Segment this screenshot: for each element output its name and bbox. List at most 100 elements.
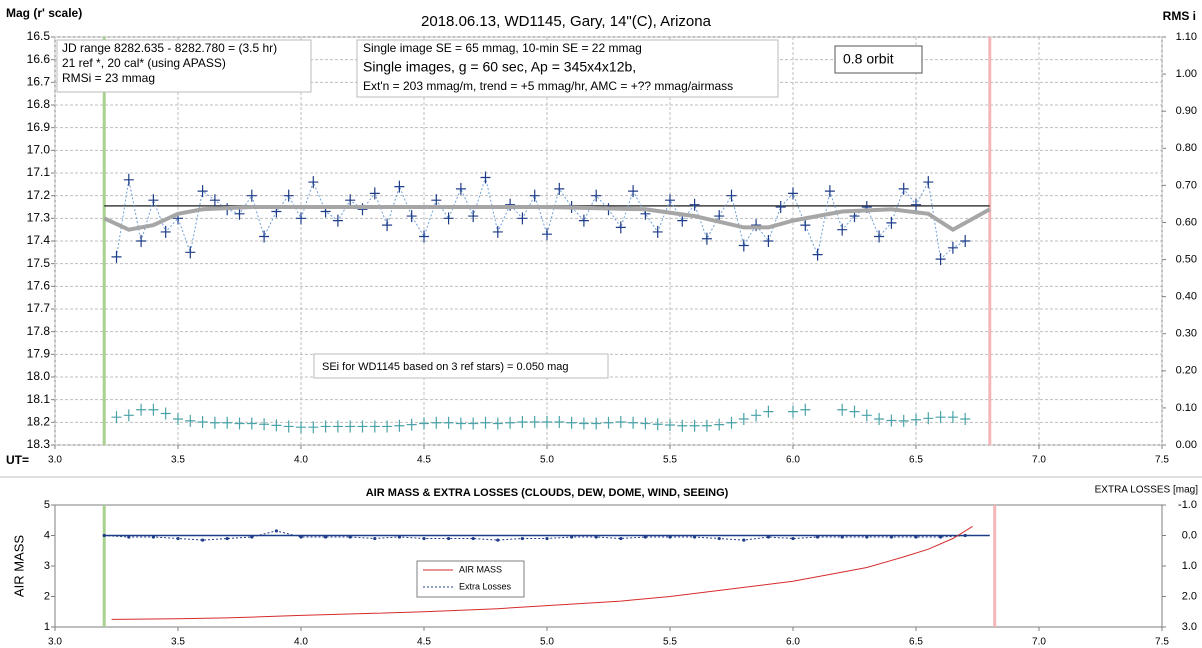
data-point xyxy=(443,212,454,225)
data-point xyxy=(447,536,451,541)
y-tick-label: 5 xyxy=(44,499,50,511)
data-point xyxy=(234,207,245,220)
y2-tick-label: 3.0 xyxy=(1182,621,1197,633)
chart-title: 2018.06.13, WD1145, Gary, 14"(C), Arizon… xyxy=(421,13,712,30)
data-point xyxy=(923,176,934,189)
y2-tick-label: 0.40 xyxy=(1176,291,1197,303)
y2-tick-label: 0.80 xyxy=(1176,142,1197,154)
data-point xyxy=(791,536,795,541)
data-point xyxy=(173,413,183,426)
data-point xyxy=(529,416,540,429)
series-line xyxy=(104,530,966,541)
data-point xyxy=(763,235,774,247)
data-point xyxy=(345,194,356,207)
y2-tick-label: 1.0 xyxy=(1182,560,1197,572)
data-point xyxy=(665,194,675,207)
data-point xyxy=(545,536,549,541)
y-tick-label: 17.5 xyxy=(27,256,51,270)
x-axis-label: UT= xyxy=(6,453,29,467)
data-point xyxy=(717,536,721,541)
y-tick-label: 16.8 xyxy=(27,97,51,111)
data-point xyxy=(570,535,574,539)
data-point xyxy=(160,225,171,238)
annotation-box xyxy=(834,45,923,74)
data-point xyxy=(837,403,848,416)
y2-tick-label: 0.30 xyxy=(1176,328,1197,340)
data-point xyxy=(197,416,208,429)
data-point xyxy=(554,416,565,429)
data-point xyxy=(766,535,771,539)
data-point xyxy=(151,535,155,539)
data-point xyxy=(209,194,220,207)
y2-tick-label: 0.70 xyxy=(1176,179,1197,191)
data-point xyxy=(373,536,377,541)
annotation-text: Single image SE = 65 mmag, 10-min SE = 2… xyxy=(363,41,642,55)
y-tick-label: 3 xyxy=(44,560,50,572)
data-point xyxy=(898,182,909,195)
series-line xyxy=(111,525,973,620)
data-point xyxy=(480,416,491,429)
data-point xyxy=(529,189,540,202)
data-point xyxy=(308,176,319,189)
data-point xyxy=(554,182,565,195)
data-point xyxy=(471,536,475,541)
data-point xyxy=(443,416,454,429)
data-point xyxy=(496,538,500,542)
data-point xyxy=(726,189,737,202)
data-point xyxy=(397,535,401,539)
data-point xyxy=(332,214,343,227)
data-point xyxy=(963,533,967,538)
data-point xyxy=(824,185,835,198)
x-tick-label: 7.0 xyxy=(1032,637,1046,648)
x-tick-label: 4.5 xyxy=(417,455,431,466)
x-tick-label: 5.5 xyxy=(663,637,677,648)
data-point xyxy=(209,416,220,429)
y2-tick-label: 0.0 xyxy=(1182,529,1197,541)
data-point xyxy=(259,418,270,431)
data-point xyxy=(911,413,921,426)
x-tick-label: 5.0 xyxy=(540,637,554,648)
annotation: SEi for WD1145 based on 3 ref stars) = 0… xyxy=(313,353,609,379)
y-tick-label: 18.2 xyxy=(27,415,51,429)
legend-label: Extra Losses xyxy=(459,581,512,591)
data-point xyxy=(542,228,552,241)
y2-tick-label: 0.50 xyxy=(1176,253,1197,265)
data-point xyxy=(677,419,688,432)
x-tick-label: 6.0 xyxy=(786,637,800,648)
data-point xyxy=(960,235,971,247)
data-point xyxy=(628,185,639,198)
data-point xyxy=(222,416,233,429)
data-point xyxy=(127,535,131,539)
data-point xyxy=(619,536,623,541)
data-point xyxy=(947,241,958,254)
y-axis-label: AIR MASS xyxy=(11,535,26,597)
annotation: JD range 8282.635 - 8282.780 = (3.5 hr) … xyxy=(56,39,312,93)
y2-tick-label: 2.0 xyxy=(1182,590,1197,602)
data-point xyxy=(102,533,106,538)
data-point xyxy=(348,535,352,539)
data-point xyxy=(431,416,442,429)
data-point xyxy=(271,419,282,432)
y-tick-label: 2 xyxy=(44,590,50,602)
data-point xyxy=(668,535,672,539)
data-point xyxy=(865,535,869,539)
data-point xyxy=(788,405,798,418)
y-tick-label: 17.2 xyxy=(27,188,51,202)
data-point xyxy=(898,414,909,427)
data-point xyxy=(382,219,393,232)
data-point xyxy=(136,235,147,247)
y-tick-label: 17.0 xyxy=(27,143,51,157)
chart-title: AIR MASS & EXTRA LOSSES (CLOUDS, DEW, DO… xyxy=(366,487,729,499)
y-tick-label: 16.7 xyxy=(27,75,51,89)
data-point xyxy=(406,418,417,431)
data-point xyxy=(652,418,663,431)
series-line xyxy=(116,175,966,261)
x-tick-label: 7.0 xyxy=(1032,455,1046,466)
data-point xyxy=(603,416,614,429)
data-point xyxy=(738,239,749,252)
data-point xyxy=(111,411,122,424)
x-tick-label: 3.0 xyxy=(48,455,62,466)
data-point xyxy=(578,417,589,430)
data-point xyxy=(591,417,602,430)
